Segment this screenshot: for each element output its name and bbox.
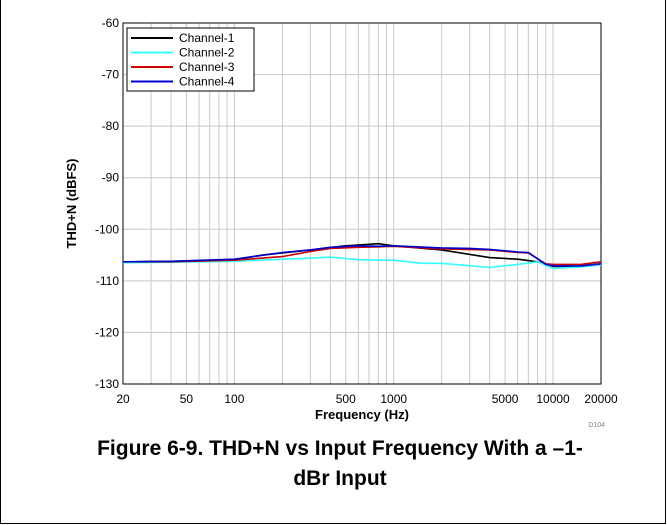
y-tick-label: -120 (95, 325, 119, 339)
x-tick-label: 20000 (584, 392, 618, 406)
y-tick-label: -80 (102, 119, 120, 133)
figure-code-label: D104 (588, 422, 605, 429)
figure-caption: Figure 6-9. THD+N vs Input Frequency Wit… (60, 434, 620, 494)
legend-label: Channel-1 (179, 31, 235, 45)
y-tick-label: -60 (102, 16, 120, 30)
y-axis-title: THD+N (dBFS) (64, 159, 79, 249)
x-tick-label: 50 (180, 392, 194, 406)
series-line-3 (123, 245, 602, 266)
legend-label: Channel-2 (179, 46, 235, 60)
series-layer (122, 242, 602, 270)
thd-chart: -60 -70 -80 -90 -100 -110 -120 -130 20 50 100 500 1… (64, 16, 618, 429)
y-tick-labels: -60 -70 -80 -90 -100 -110 -120 -130 (95, 16, 119, 391)
y-tick-label: -110 (96, 274, 119, 288)
y-tick-label: -100 (95, 222, 119, 236)
x-tick-label: 500 (336, 392, 356, 406)
legend-label: Channel-3 (179, 60, 235, 74)
y-tick-label: -130 (95, 377, 119, 391)
y-tick-label: -70 (102, 68, 120, 82)
x-tick-label: 5000 (492, 392, 519, 406)
x-tick-label: 1000 (380, 392, 407, 406)
plot-border (122, 22, 602, 385)
x-tick-labels: 20 50 100 500 1000 5000 10000 20000 (116, 392, 618, 406)
legend-label: Channel-4 (179, 75, 235, 89)
series-line-2 (122, 256, 602, 270)
x-tick-label: 20 (116, 392, 130, 406)
y-tick-label: -90 (102, 171, 120, 185)
series-line-4 (122, 245, 602, 267)
caption-line-1: Figure 6-9. THD+N vs Input Frequency Wit… (97, 437, 583, 460)
x-tick-label: 10000 (536, 392, 570, 406)
caption-line-2: dBr Input (293, 467, 387, 490)
x-axis-title: Frequency (Hz) (315, 407, 409, 422)
x-tick-label: 100 (224, 392, 244, 406)
